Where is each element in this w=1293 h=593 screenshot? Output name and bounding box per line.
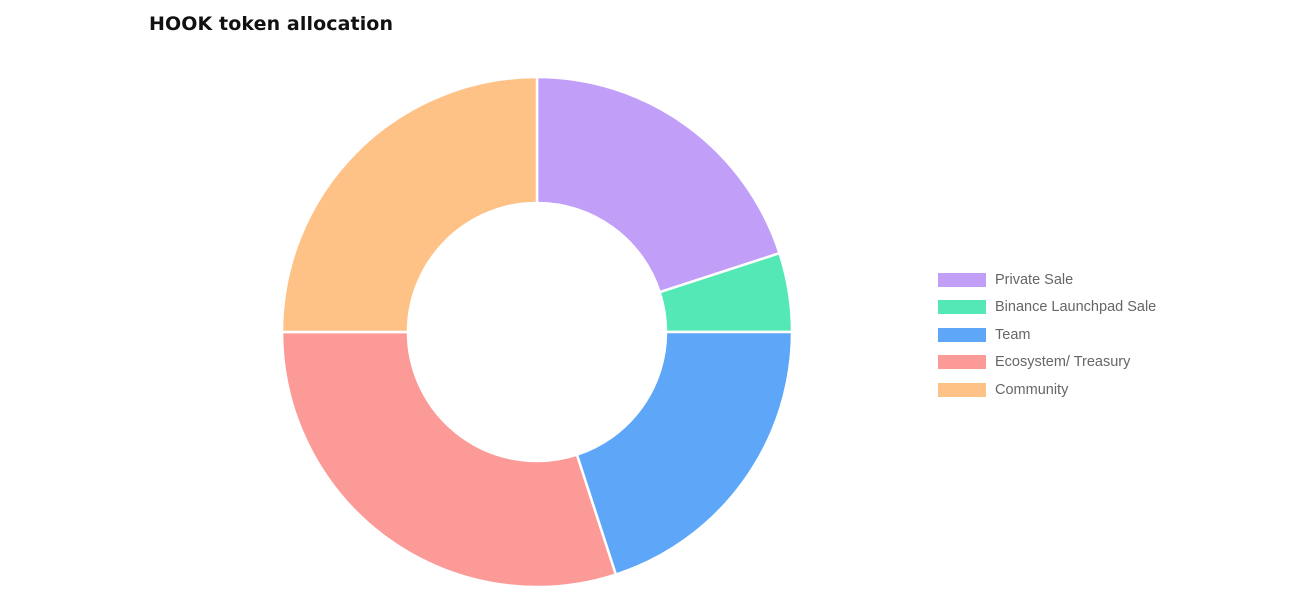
legend-label: Team xyxy=(995,326,1031,343)
legend-item-community[interactable]: Community xyxy=(938,376,1156,404)
legend-label: Community xyxy=(995,381,1069,398)
legend-item-binance-launchpad-sale[interactable]: Binance Launchpad Sale xyxy=(938,294,1156,322)
legend-label: Binance Launchpad Sale xyxy=(995,299,1157,316)
legend-swatch xyxy=(938,272,986,287)
legend-label: Ecosystem/ Treasury xyxy=(995,354,1131,371)
slice-community[interactable] xyxy=(280,75,539,334)
legend-swatch xyxy=(938,355,986,370)
legend-swatch xyxy=(938,382,986,397)
legend-swatch xyxy=(938,300,986,315)
donut-slices xyxy=(280,75,794,589)
slice-ecosystem-treasury[interactable] xyxy=(280,330,618,589)
slice-private-sale[interactable] xyxy=(535,75,781,294)
legend-item-team[interactable]: Team xyxy=(938,321,1156,349)
chart-title: HOOK token allocation xyxy=(149,13,394,35)
legend-item-private-sale[interactable]: Private Sale xyxy=(938,266,1156,294)
legend-label: Private Sale xyxy=(995,271,1074,288)
legend-item-ecosystem-treasury[interactable]: Ecosystem/ Treasury xyxy=(938,349,1156,377)
legend-swatch xyxy=(938,327,986,342)
slice-team[interactable] xyxy=(575,330,794,576)
chart-legend: Private Sale Binance Launchpad Sale Team Ec… xyxy=(938,266,1156,404)
